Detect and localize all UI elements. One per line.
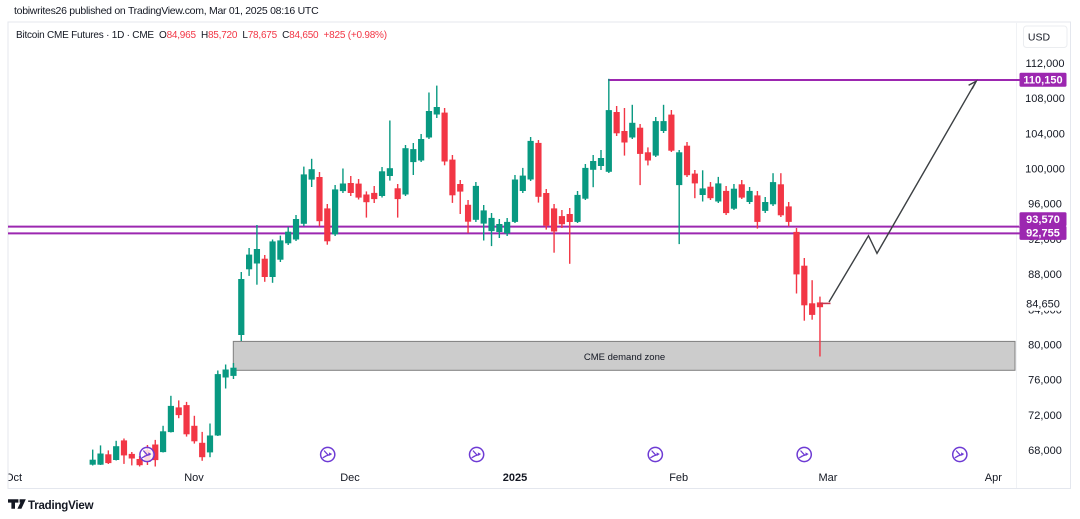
svg-text:2025: 2025	[503, 472, 527, 484]
svg-text:80,000: 80,000	[1028, 340, 1062, 352]
svg-text:104,000: 104,000	[1025, 128, 1065, 140]
svg-text:Oct: Oct	[5, 472, 22, 484]
svg-text:CME demand zone: CME demand zone	[584, 352, 665, 363]
svg-text:96,000: 96,000	[1028, 199, 1062, 211]
svg-text:Apr: Apr	[985, 472, 1002, 484]
svg-text:Feb: Feb	[669, 472, 688, 484]
svg-text:110,150: 110,150	[1023, 75, 1062, 87]
svg-text:Nov: Nov	[184, 472, 204, 484]
svg-text:Mar: Mar	[819, 472, 838, 484]
svg-text:93,570: 93,570	[1026, 214, 1060, 226]
svg-text:Dec: Dec	[340, 472, 360, 484]
svg-text:108,000: 108,000	[1025, 93, 1065, 105]
svg-text:72,000: 72,000	[1028, 410, 1062, 422]
svg-text:76,000: 76,000	[1028, 375, 1062, 387]
svg-text:68,000: 68,000	[1028, 445, 1062, 457]
svg-text:USD: USD	[1028, 32, 1051, 44]
svg-text:92,755: 92,755	[1026, 228, 1060, 240]
svg-text:112,000: 112,000	[1026, 58, 1065, 70]
svg-text:TradingView: TradingView	[28, 500, 94, 512]
svg-text:88,000: 88,000	[1028, 269, 1062, 281]
svg-text:84,650: 84,650	[1026, 299, 1060, 311]
svg-text:100,000: 100,000	[1025, 164, 1065, 176]
